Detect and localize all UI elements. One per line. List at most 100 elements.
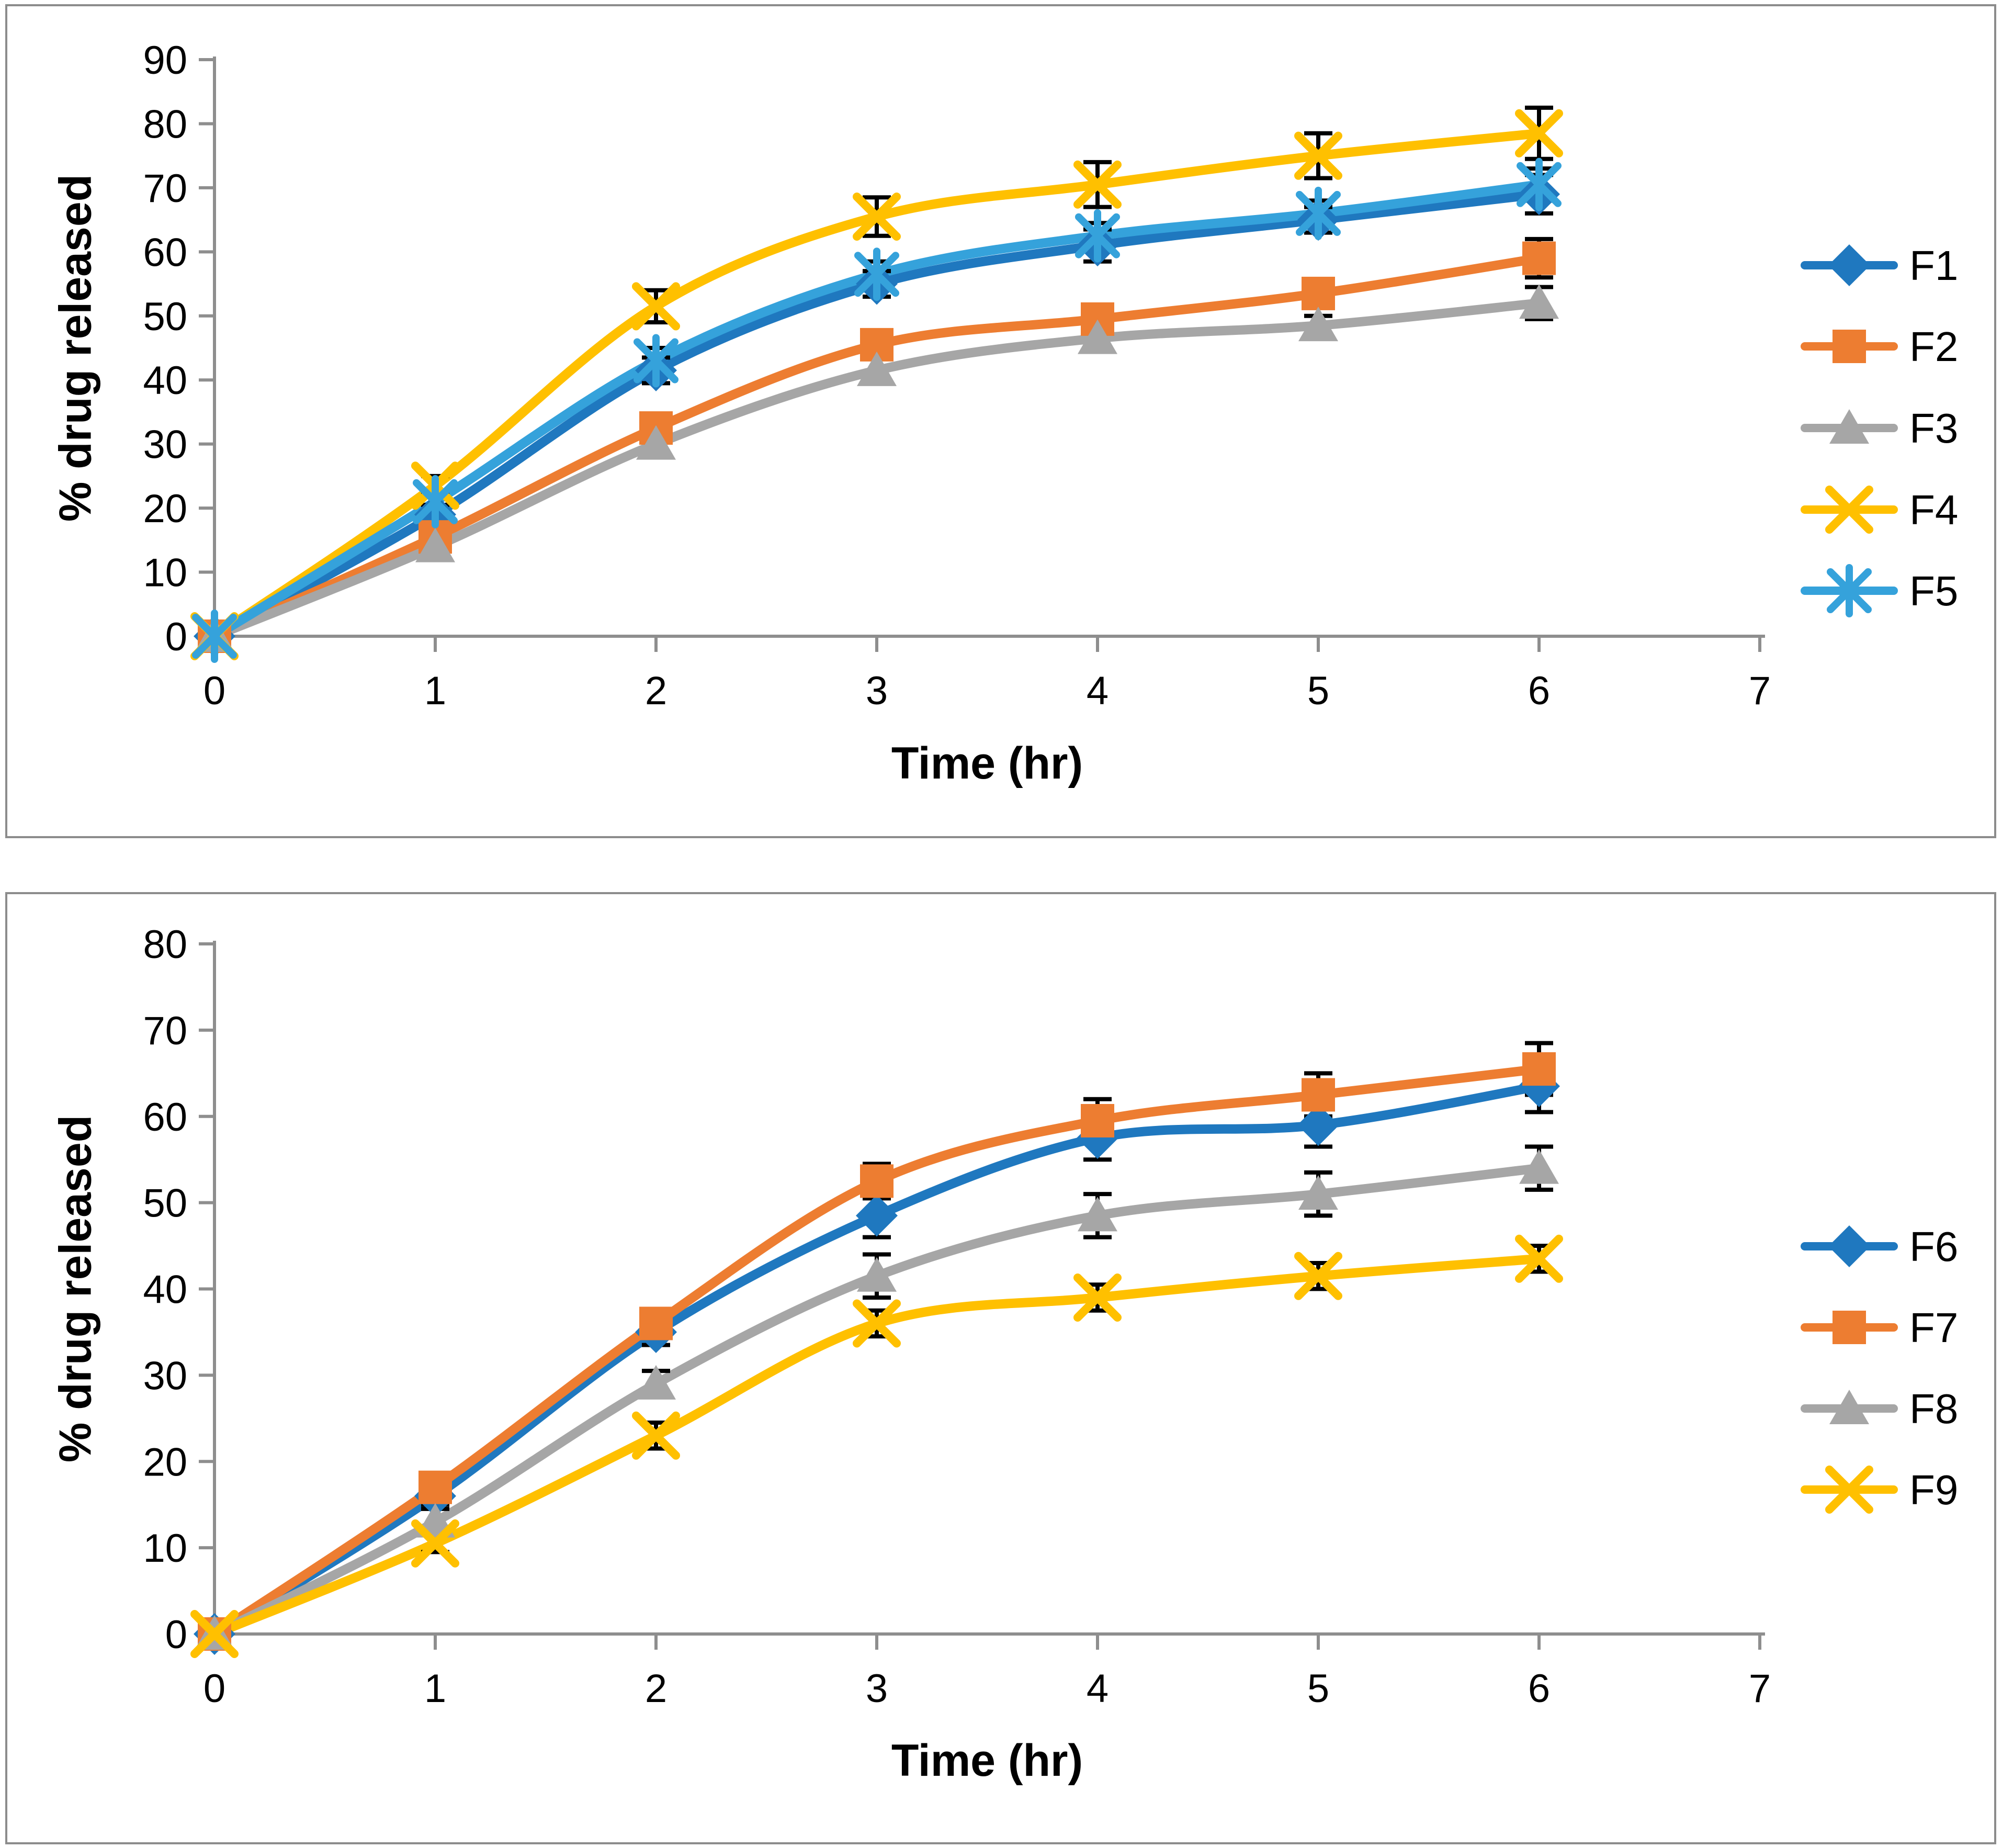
series-F7-square-marker bbox=[1081, 1103, 1114, 1137]
legend-label-F8: F8 bbox=[1909, 1385, 1958, 1432]
y-tick-label: 10 bbox=[143, 1526, 187, 1571]
bottom-chart-canvas: 0 10 20 30 40 50 60 70 80 0 1 2 3 4 5 6 7 F6 F7 F8 F9 bbox=[143, 922, 1958, 1711]
series-F7-square-marker bbox=[1522, 1052, 1556, 1086]
series-F5-markers bbox=[192, 157, 1562, 663]
legend-F7-square-marker bbox=[1833, 1311, 1866, 1344]
legend-label-F2: F2 bbox=[1909, 323, 1958, 370]
series-F9-x-marker bbox=[411, 1519, 459, 1568]
series-F2-square-marker bbox=[1302, 276, 1335, 310]
y-tick-label: 50 bbox=[143, 295, 187, 339]
series-F6-diamond-marker bbox=[1518, 1065, 1560, 1108]
series-F4-error-bars bbox=[421, 105, 1553, 498]
series-F9-x-marker bbox=[632, 1411, 680, 1460]
legend-F8-triangle-marker bbox=[1829, 1390, 1869, 1424]
series-F8-triangle-marker bbox=[857, 1257, 897, 1292]
series-F7-square-marker bbox=[639, 1306, 673, 1340]
series-F5-asterisk-marker bbox=[854, 247, 899, 301]
series-F2-square-marker bbox=[1522, 241, 1556, 275]
legend-F6-diamond-marker bbox=[1828, 1225, 1870, 1267]
series-F6-diamond-marker bbox=[1297, 1104, 1339, 1146]
series-F5-asterisk-marker bbox=[1517, 157, 1562, 211]
x-tick-label: 7 bbox=[1749, 1666, 1771, 1711]
legend-label-F5: F5 bbox=[1909, 568, 1958, 614]
series-F5-asterisk-marker bbox=[1075, 209, 1120, 263]
series-F7-square-marker bbox=[860, 1164, 893, 1198]
legend-item-F9: F9 bbox=[1801, 1466, 1958, 1514]
y-tick-label: 40 bbox=[143, 1268, 187, 1312]
y-tick-label: 0 bbox=[165, 1613, 187, 1657]
legend-item-F3: F3 bbox=[1801, 405, 1958, 452]
x-tick-label: 1 bbox=[424, 669, 446, 713]
y-tick-label: 40 bbox=[143, 358, 187, 403]
y-tick-label: 30 bbox=[143, 1354, 187, 1398]
x-tick-label: 3 bbox=[866, 1666, 888, 1711]
y-tick-label: 60 bbox=[143, 1095, 187, 1140]
x-tick-label: 0 bbox=[203, 669, 225, 713]
x-tick-label: 2 bbox=[645, 1666, 667, 1711]
legend-label-F1: F1 bbox=[1909, 242, 1958, 289]
legend-item-F4: F4 bbox=[1801, 486, 1958, 534]
series-F5-asterisk-marker bbox=[634, 334, 678, 388]
y-tick-label: 30 bbox=[143, 423, 187, 467]
series-F7-square-marker bbox=[419, 1470, 452, 1504]
tick-labels: 0 10 20 30 40 50 60 70 80 90 0 1 2 3 4 5 6 7 bbox=[143, 38, 1771, 713]
y-tick-label: 80 bbox=[143, 922, 187, 967]
x-tick-label: 6 bbox=[1528, 1666, 1550, 1711]
x-tick-label: 6 bbox=[1528, 669, 1550, 713]
y-tick-label: 0 bbox=[165, 615, 187, 659]
series-F9-error-bars bbox=[421, 1244, 1553, 1554]
axes bbox=[199, 941, 1765, 1650]
legend-F2-square-marker bbox=[1833, 330, 1866, 363]
series-F8-triangle-marker bbox=[1519, 1149, 1559, 1184]
legend-label-F7: F7 bbox=[1909, 1304, 1958, 1351]
legend-item-F2: F2 bbox=[1801, 323, 1958, 370]
tick-labels: 0 10 20 30 40 50 60 70 80 0 1 2 3 4 5 6 7 bbox=[143, 922, 1771, 1711]
series-F5-asterisk-marker bbox=[192, 610, 237, 663]
series-F8-triangle-marker bbox=[1298, 1175, 1338, 1210]
x-tick-label: 5 bbox=[1307, 669, 1329, 713]
y-tick-label: 80 bbox=[143, 102, 187, 147]
y-tick-label: 10 bbox=[143, 551, 187, 595]
x-tick-label: 0 bbox=[203, 1666, 225, 1711]
series-F1-markers bbox=[194, 173, 1560, 657]
legend-label-F3: F3 bbox=[1909, 405, 1958, 452]
legend-F1-diamond-marker bbox=[1828, 244, 1870, 286]
series-F5-asterisk-marker bbox=[413, 475, 458, 528]
legend-label-F6: F6 bbox=[1909, 1223, 1958, 1270]
legend: F6 F7 F8 F9 bbox=[1801, 1223, 1958, 1514]
series-F4-x-marker bbox=[632, 282, 680, 331]
legend-label-F9: F9 bbox=[1909, 1467, 1958, 1513]
series-F3-triangle-marker bbox=[857, 351, 897, 386]
series-F9-x-marker bbox=[1515, 1234, 1563, 1283]
legend-item-F8: F8 bbox=[1801, 1385, 1958, 1432]
series-F3-triangle-marker bbox=[1078, 319, 1117, 354]
series-F9-x-marker bbox=[190, 1610, 239, 1658]
y-tick-label: 20 bbox=[143, 487, 187, 531]
legend-F4-x-marker bbox=[1825, 486, 1873, 534]
series-F4-x-marker bbox=[853, 192, 901, 241]
legend-item-F7: F7 bbox=[1801, 1304, 1958, 1351]
series-F5-asterisk-marker bbox=[1296, 186, 1341, 240]
legend-F3-triangle-marker bbox=[1829, 409, 1869, 444]
series-F6-markers bbox=[194, 1065, 1560, 1655]
x-tick-label: 4 bbox=[1087, 1666, 1109, 1711]
x-tick-label: 3 bbox=[866, 669, 888, 713]
series-F3-triangle-marker bbox=[1298, 307, 1338, 342]
y-tick-label: 90 bbox=[143, 38, 187, 83]
series-F8-error-bars bbox=[421, 1144, 1553, 1537]
legend-item-F1: F1 bbox=[1801, 242, 1958, 289]
y-tick-label: 50 bbox=[143, 1181, 187, 1226]
top-chart-canvas: 0 10 20 30 40 50 60 70 80 90 0 1 2 3 4 5 6 7 F1 F2 F3 F4 F5 bbox=[143, 38, 1958, 713]
series-F4-x-marker bbox=[1515, 109, 1563, 157]
series-F9-x-marker bbox=[1294, 1252, 1342, 1300]
y-tick-label: 70 bbox=[143, 166, 187, 211]
x-tick-label: 4 bbox=[1087, 669, 1109, 713]
series-F9-markers bbox=[190, 1234, 1563, 1658]
series-F9-x-marker bbox=[853, 1299, 901, 1348]
y-tick-label: 60 bbox=[143, 230, 187, 275]
x-tick-label: 7 bbox=[1749, 669, 1771, 713]
legend-item-F6: F6 bbox=[1801, 1223, 1958, 1270]
series-F3-triangle-marker bbox=[636, 425, 676, 460]
series-F6-error-bars bbox=[421, 1058, 1553, 1507]
series-F8-triangle-marker bbox=[1078, 1197, 1117, 1232]
